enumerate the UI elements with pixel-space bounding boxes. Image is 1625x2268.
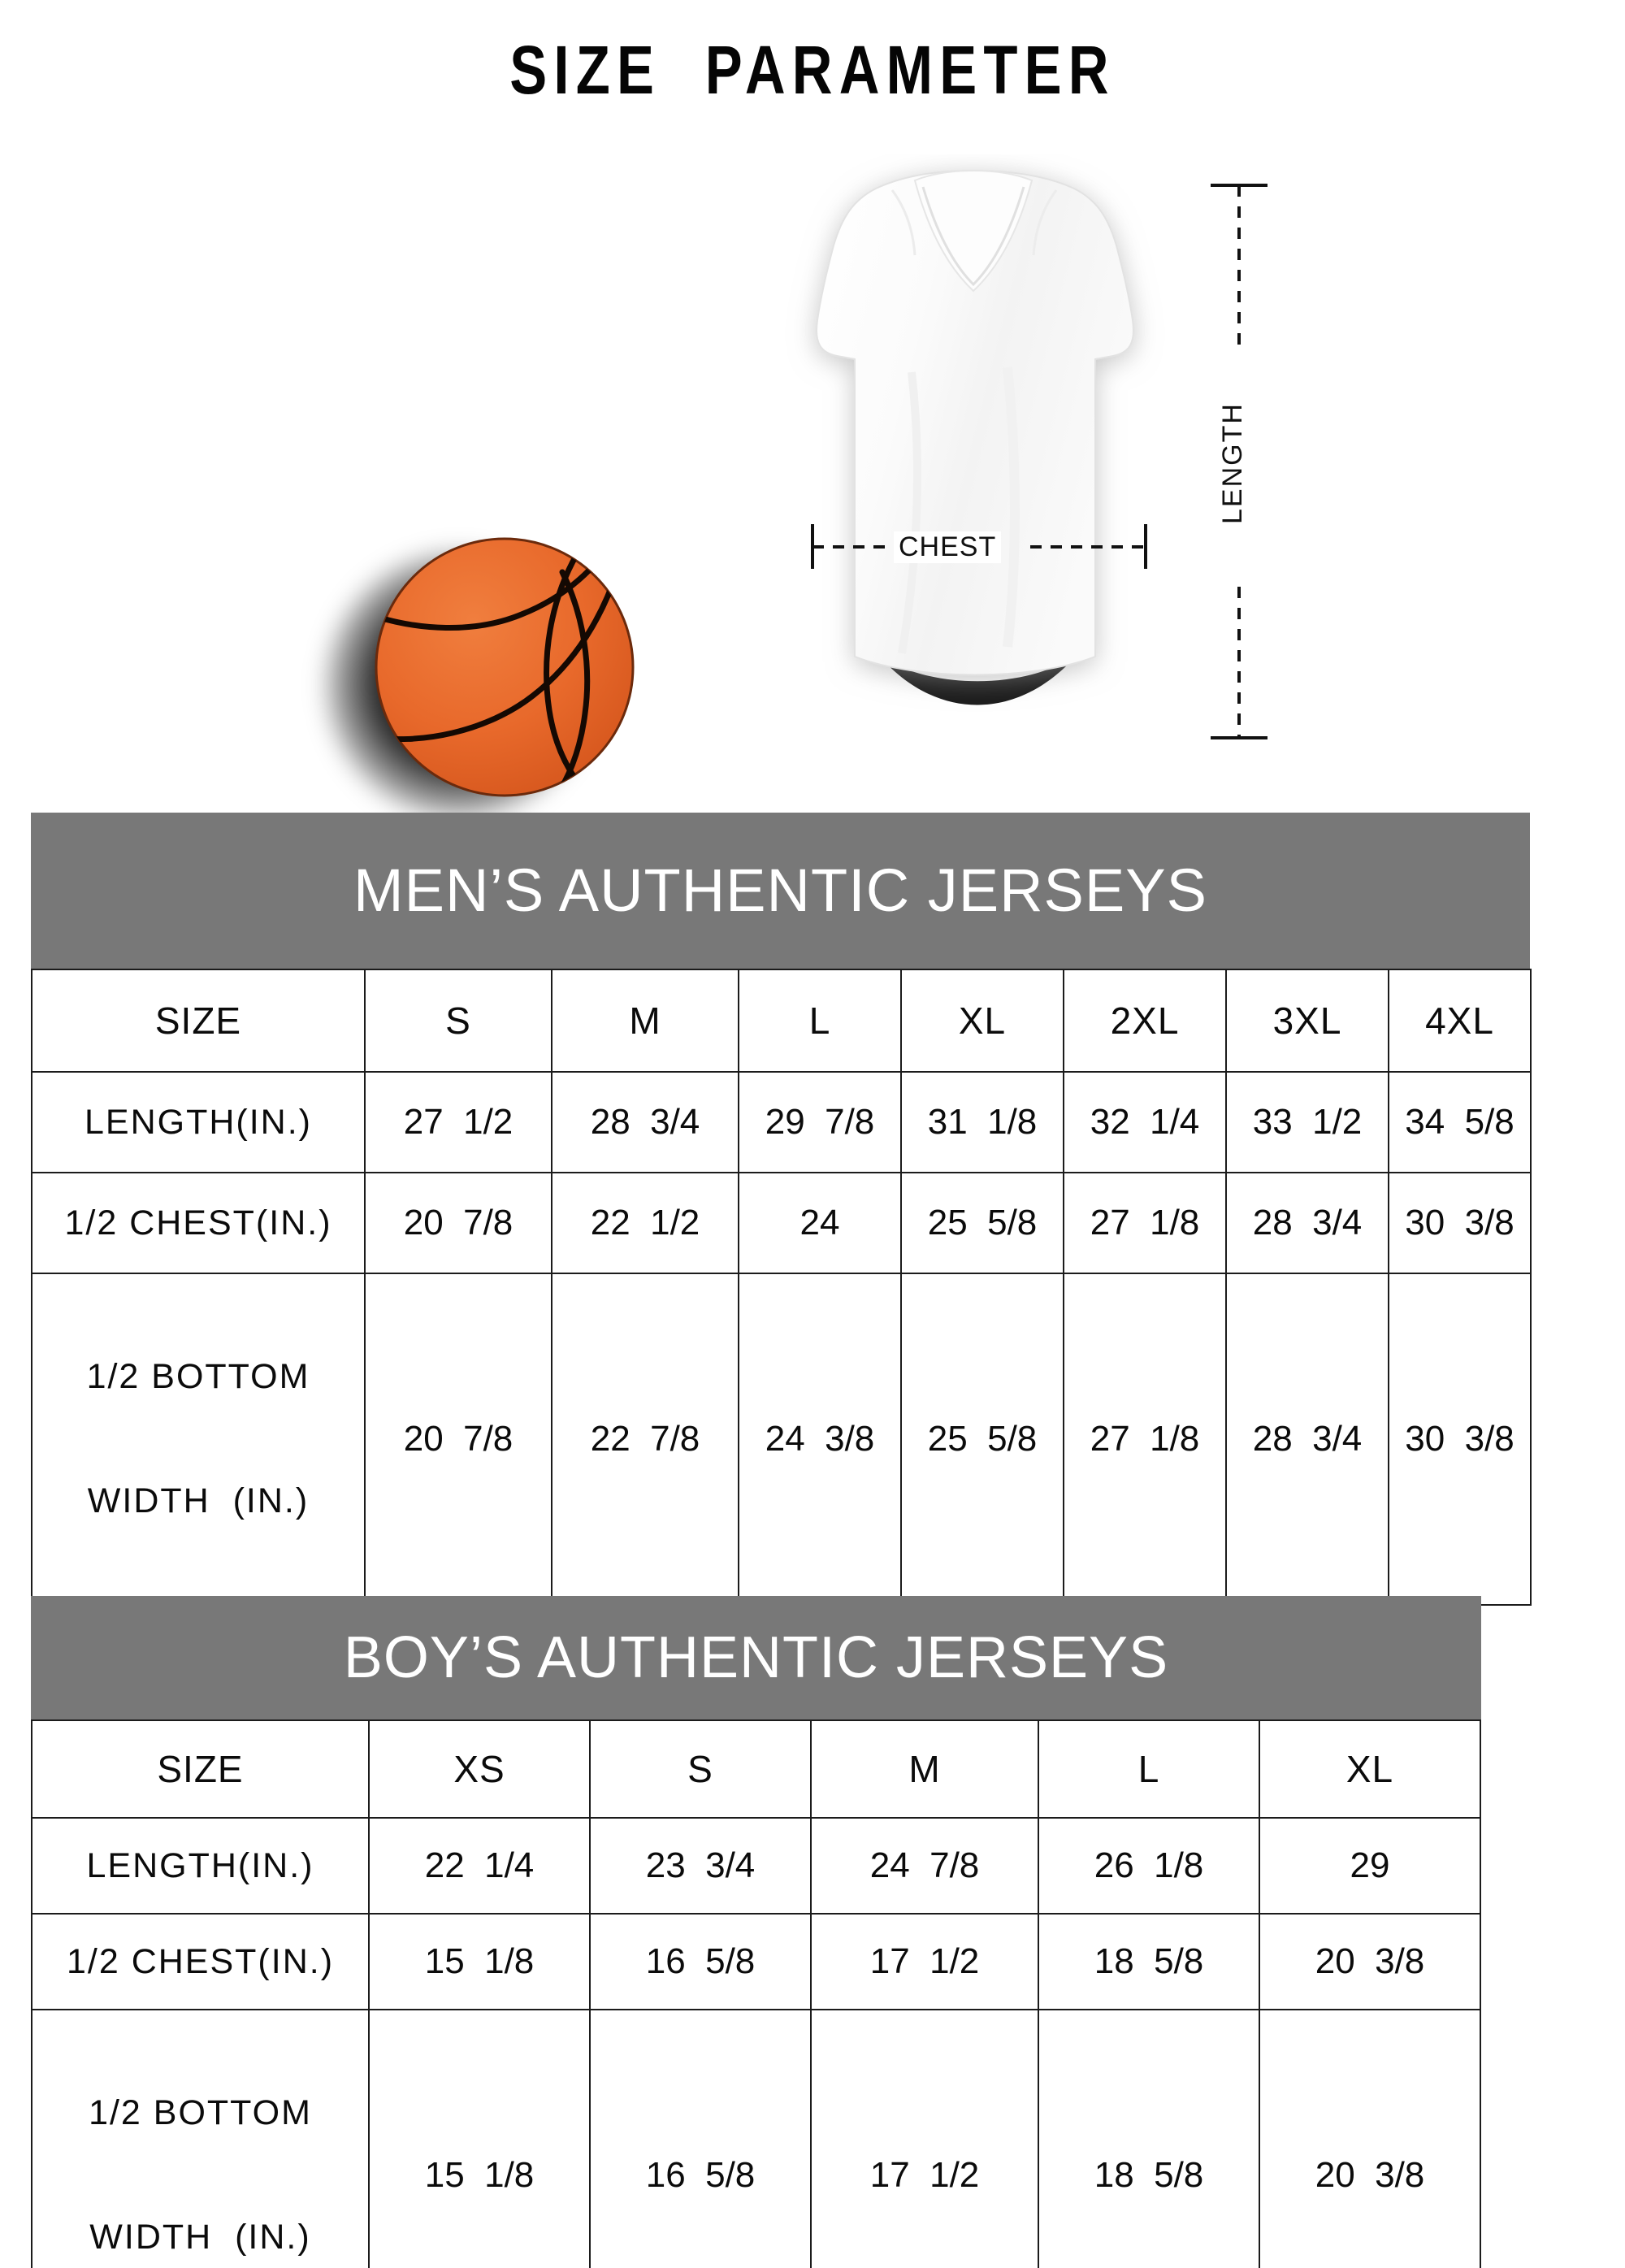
table-row: LENGTH(IN.) 27 1/2 28 3/4 29 7/8 31 1/8 …	[31, 1071, 1532, 1173]
cell-length-s: 27 1/2	[364, 1071, 552, 1173]
mens-size-table: SIZE S M L XL 2XL 3XL 4XL LENGTH(IN.) 27…	[31, 969, 1532, 1606]
cell-length-4xl: 34 5/8	[1388, 1071, 1532, 1173]
table-row: 1/2 CHEST(IN.) 20 7/8 22 1/2 24 25 5/8 2…	[31, 1172, 1532, 1274]
col-header-xl: XL	[900, 969, 1064, 1073]
col-header-s: S	[589, 1719, 812, 1819]
row-label-half-chest: 1/2 CHEST(IN.)	[31, 1172, 366, 1274]
table-row: 1/2 BOTTOM WIDTH (IN.) 20 7/8 22 7/8 24 …	[31, 1273, 1532, 1606]
cell-bottom-m: 17 1/2	[810, 2009, 1039, 2268]
cell-length-xs: 22 1/4	[368, 1817, 591, 1915]
chest-measure-line	[811, 524, 1147, 569]
boys-size-table-block: BOY’S AUTHENTIC JERSEYS SIZE XS S M L XL…	[31, 1596, 1481, 2268]
cell-chest-4xl: 30 3/8	[1388, 1172, 1532, 1274]
row-label-length: LENGTH(IN.)	[31, 1817, 370, 1915]
row-label-half-bottom-width: 1/2 BOTTOM WIDTH (IN.)	[31, 1273, 366, 1606]
table-row-header: SIZE S M L XL 2XL 3XL 4XL	[31, 969, 1532, 1073]
cell-length-s: 23 3/4	[589, 1817, 812, 1915]
col-header-m: M	[551, 969, 739, 1073]
cell-length-m: 28 3/4	[551, 1071, 739, 1173]
table-row-header: SIZE XS S M L XL	[31, 1719, 1481, 1819]
cell-bottom-s: 16 5/8	[589, 2009, 812, 2268]
length-measure-label: LENGTH	[1217, 402, 1248, 524]
chest-measure-label: CHEST	[894, 531, 1002, 563]
cell-length-xl: 29	[1259, 1817, 1481, 1915]
boys-size-table: SIZE XS S M L XL LENGTH(IN.) 22 1/4 23 3…	[31, 1719, 1481, 2268]
length-measure-line	[1211, 184, 1268, 739]
cell-chest-s: 16 5/8	[589, 1913, 812, 2010]
cell-chest-m: 17 1/2	[810, 1913, 1039, 2010]
cell-chest-s: 20 7/8	[364, 1172, 552, 1274]
cell-length-2xl: 32 1/4	[1063, 1071, 1227, 1173]
cell-bottom-xl: 20 3/8	[1259, 2009, 1481, 2268]
cell-bottom-xs: 15 1/8	[368, 2009, 591, 2268]
cell-chest-3xl: 28 3/4	[1225, 1172, 1389, 1274]
cell-chest-2xl: 27 1/8	[1063, 1172, 1227, 1274]
cell-chest-m: 22 1/2	[551, 1172, 739, 1274]
cell-length-3xl: 33 1/2	[1225, 1071, 1389, 1173]
cell-length-l: 26 1/8	[1038, 1817, 1260, 1915]
mens-table-title: MEN’S AUTHENTIC JERSEYS	[31, 813, 1530, 969]
col-header-l: L	[738, 969, 902, 1073]
cell-chest-xl: 25 5/8	[900, 1172, 1064, 1274]
col-header-size: SIZE	[31, 1719, 370, 1819]
product-diagram: CHEST LENGTH	[0, 146, 1625, 819]
page-title: SIZE PARAMETER	[509, 32, 1116, 108]
row-label-length: LENGTH(IN.)	[31, 1071, 366, 1173]
cell-bottom-4xl: 30 3/8	[1388, 1273, 1532, 1606]
col-header-m: M	[810, 1719, 1039, 1819]
cell-chest-l: 24	[738, 1172, 902, 1274]
table-row: 1/2 CHEST(IN.) 15 1/8 16 5/8 17 1/2 18 5…	[31, 1913, 1481, 2010]
col-header-size: SIZE	[31, 969, 366, 1073]
col-header-l: L	[1038, 1719, 1260, 1819]
cell-chest-xs: 15 1/8	[368, 1913, 591, 2010]
cell-bottom-s: 20 7/8	[364, 1273, 552, 1606]
cell-bottom-xl: 25 5/8	[900, 1273, 1064, 1606]
row-label-half-chest: 1/2 CHEST(IN.)	[31, 1913, 370, 2010]
col-header-4xl: 4XL	[1388, 969, 1532, 1073]
table-row: LENGTH(IN.) 22 1/4 23 3/4 24 7/8 26 1/8 …	[31, 1817, 1481, 1915]
basketball-illustration	[325, 536, 650, 845]
cell-chest-xl: 20 3/8	[1259, 1913, 1481, 2010]
col-header-s: S	[364, 969, 552, 1073]
table-row: 1/2 BOTTOM WIDTH (IN.) 15 1/8 16 5/8 17 …	[31, 2009, 1481, 2268]
cell-bottom-2xl: 27 1/8	[1063, 1273, 1227, 1606]
boys-table-title: BOY’S AUTHENTIC JERSEYS	[31, 1596, 1481, 1719]
row-label-half-bottom-width: 1/2 BOTTOM WIDTH (IN.)	[31, 2009, 370, 2268]
cell-bottom-m: 22 7/8	[551, 1273, 739, 1606]
cell-bottom-l: 24 3/8	[738, 1273, 902, 1606]
basketball-icon	[375, 537, 635, 797]
col-header-3xl: 3XL	[1225, 969, 1389, 1073]
cell-bottom-l: 18 5/8	[1038, 2009, 1260, 2268]
cell-length-l: 29 7/8	[738, 1071, 902, 1173]
cell-length-xl: 31 1/8	[900, 1071, 1064, 1173]
col-header-xl: XL	[1259, 1719, 1481, 1819]
cell-bottom-3xl: 28 3/4	[1225, 1273, 1389, 1606]
cell-length-m: 24 7/8	[810, 1817, 1039, 1915]
mens-size-table-block: MEN’S AUTHENTIC JERSEYS SIZE S M L XL 2X…	[31, 813, 1532, 1606]
col-header-2xl: 2XL	[1063, 969, 1227, 1073]
cell-chest-l: 18 5/8	[1038, 1913, 1260, 2010]
col-header-xs: XS	[368, 1719, 591, 1819]
